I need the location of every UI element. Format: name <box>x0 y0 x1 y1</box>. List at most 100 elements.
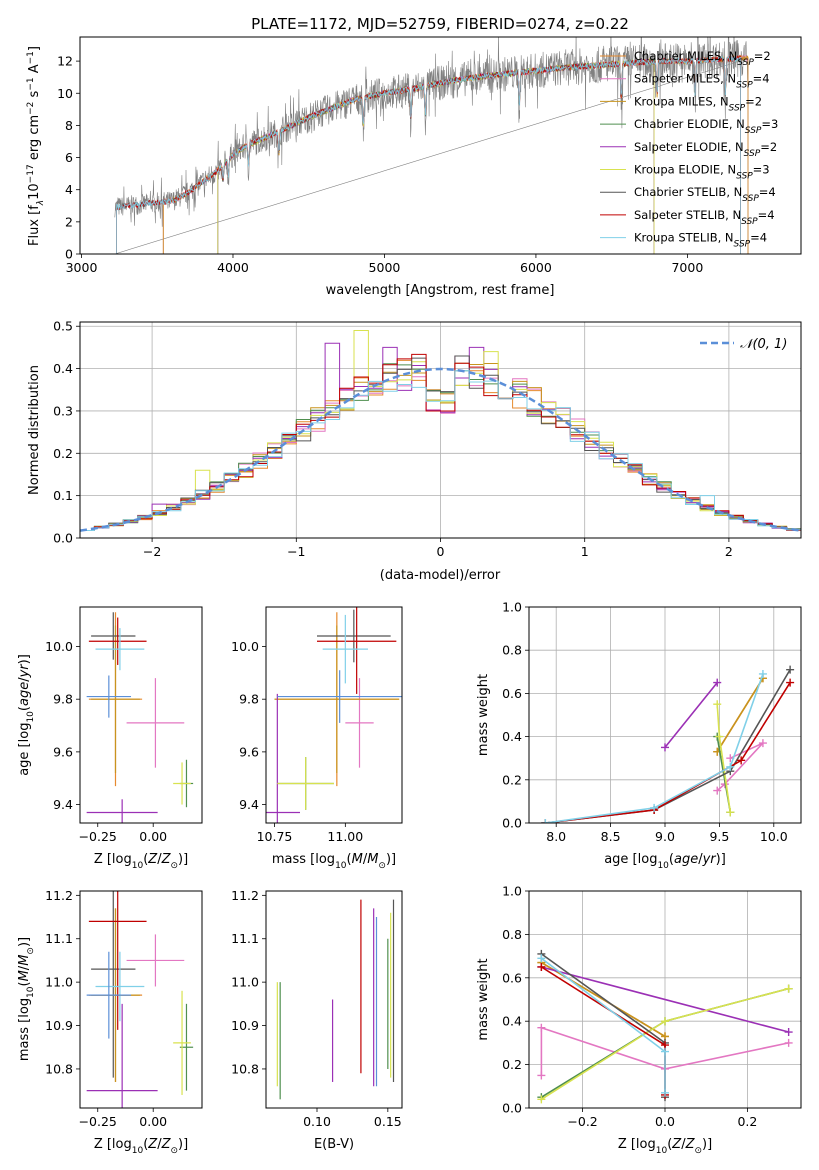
weight-line-SalpeterSTELIB <box>540 966 666 1095</box>
x-axis-label: Z [log10(Z/Z⊙)] <box>618 1137 712 1156</box>
legend-label-part: =2 <box>745 94 762 108</box>
weight-marker-KroupaELODIE <box>726 808 735 817</box>
x-axis-label-part: 10 <box>132 861 144 871</box>
x-tick-label: 0.0 <box>655 1114 675 1129</box>
y-axis-label-part: / <box>17 965 32 970</box>
legend-label-part: Salpeter ELODIE, N <box>634 140 744 154</box>
x-tick-label: −2 <box>143 544 161 559</box>
y-tick-label: 9.4 <box>239 797 259 812</box>
weight-line-SalpeterELODIE <box>664 682 718 748</box>
y-tick-label: 0.4 <box>502 1014 522 1029</box>
y-tick-label: 1.0 <box>502 600 522 615</box>
plot-area <box>86 891 194 1108</box>
y-tick-label: 10.0 <box>231 639 259 654</box>
y-tick-label: 11.1 <box>45 931 73 946</box>
y-tick-label: 4 <box>65 182 73 197</box>
plot-area <box>537 949 793 1104</box>
legend-label-part: Kroupa MILES, N <box>634 94 729 108</box>
legend-label: Chabrier ELODIE, NSSP=3 <box>634 117 778 136</box>
weight-marker-KroupaELODIE <box>537 1095 546 1104</box>
y-axis-label-part: ⊙ <box>26 947 36 955</box>
legend-label: Kroupa MILES, NSSP=2 <box>634 94 762 113</box>
figure-title: PLATE=1172, MJD=52759, FIBERID=0274, z=0… <box>251 15 629 33</box>
weight-marker-KroupaSTELIB <box>537 954 546 963</box>
weight-marker-SalpeterSTELIB <box>537 962 546 971</box>
axes-frame <box>79 36 802 255</box>
weight-line-SalpeterELODIE <box>541 966 789 1033</box>
x-axis-label-part: )] <box>178 852 188 867</box>
axes-frame <box>79 321 802 539</box>
x-axis-label: mass [log10(M/M⊙)] <box>272 852 396 871</box>
x-axis-label-part: M <box>367 852 378 867</box>
x-tick-label: 4000 <box>217 260 249 275</box>
y-axis-label: mass weight <box>476 674 491 756</box>
y-axis-label: mass [log10(M/M⊙)] <box>17 937 36 1061</box>
plot-area <box>114 37 749 254</box>
weight-marker-SalpeterMILES <box>537 1071 546 1080</box>
x-tick-label: 3000 <box>66 260 98 275</box>
chart-weight_vs_Z: −0.2 0.0 0.20.00.20.40.60.81.0Z [log10(Z/Z… <box>476 884 802 1156</box>
y-tick-label: 0.0 <box>53 531 73 546</box>
y-tick-label: 0.2 <box>502 1057 522 1072</box>
plot-area <box>86 612 194 823</box>
x-tick-label: 5000 <box>369 260 401 275</box>
y-axis-label-part: ] <box>27 46 42 51</box>
weight-marker-SalpeterELODIE <box>713 678 722 687</box>
y-axis-label-part: age <box>17 682 32 706</box>
y-tick-label: 0.6 <box>502 970 522 985</box>
x-axis-label: age [log10(age/yr)] <box>604 852 726 871</box>
y-tick-label: 0.3 <box>53 403 73 418</box>
legend-label: Kroupa ELODIE, NSSP=3 <box>634 163 770 182</box>
legend-label-part: Chabrier ELODIE, N <box>634 117 745 131</box>
weight-marker-ChabrierSTELIB <box>786 665 795 674</box>
x-axis-label-part: ( <box>347 852 352 867</box>
y-axis-label-part: −2 <box>26 102 36 115</box>
weight-marker-KroupaELODIE <box>661 1017 669 1026</box>
legend-label-part: =2 <box>754 49 771 63</box>
plot-area <box>541 665 795 823</box>
weight-marker-KroupaSTELIB <box>758 669 767 678</box>
y-tick-label: 9.6 <box>53 744 73 759</box>
chart-spectrum: 3000 4000 5000 6000 7000 0 2 4 6 8 10 12 Chabrier MI… <box>26 36 802 298</box>
legend-label-part: SSP <box>741 217 758 227</box>
weight-line-KroupaMILES <box>540 961 666 1038</box>
x-axis-label-part: yr <box>702 852 718 867</box>
chart-weight_vs_age: 8.0 8.5 9.0 9.5 10.0 0.0 0.2 0.4 0.6 0.8 1.0 age [l… <box>476 600 802 871</box>
chart-mass_vs_EBV: 0.10 0.15 10.8 10.9 11.0 11.1 11.2 E(B-V) <box>231 888 403 1152</box>
legend-label-part: =3 <box>761 117 778 131</box>
y-tick-label: 2 <box>65 214 73 229</box>
legend-label: Kroupa STELIB, NSSP=4 <box>634 231 767 250</box>
y-tick-label: 8 <box>65 118 73 133</box>
legend-label: 𝒩(0, 1) <box>740 337 787 352</box>
legend-label-part: =4 <box>753 72 770 86</box>
weight-marker-KroupaELODIE <box>715 732 724 741</box>
y-tick-label: 10.8 <box>45 1061 73 1076</box>
weight-marker-KroupaSTELIB <box>541 819 550 823</box>
x-axis-label-part: Z <box>685 1137 696 1152</box>
x-axis-label-part: Z [log <box>94 852 132 867</box>
y-tick-label: 0 <box>65 247 73 262</box>
x-tick-label: 9.5 <box>709 829 729 844</box>
y-axis-label-part: 10 <box>26 711 36 723</box>
y-tick-label: 11.2 <box>231 888 259 903</box>
y-tick-label: 0.4 <box>502 729 522 744</box>
weight-marker-KroupaSTELIB <box>661 1047 669 1056</box>
x-axis-label-part: Z <box>147 852 158 867</box>
y-tick-label: 0.2 <box>502 772 522 787</box>
y-tick-label: 10 <box>57 86 73 101</box>
weight-marker-KroupaSTELIB <box>726 762 735 771</box>
x-tick-label: 11.00 <box>327 829 363 844</box>
weight-line-SalpeterMILES <box>540 1026 789 1076</box>
y-tick-label: 11.1 <box>231 931 259 946</box>
spectrum-data-line <box>114 37 749 254</box>
legend-label-part: SSP <box>737 58 754 68</box>
x-axis-label-part: ⊙ <box>170 1146 178 1156</box>
x-axis-label: (data-model)/error <box>380 568 501 583</box>
x-tick-label: 0.00 <box>139 1114 167 1129</box>
x-axis-label-part: ( <box>143 1137 148 1152</box>
y-tick-label: 0.2 <box>53 446 73 461</box>
y-axis-label: mass weight <box>476 958 491 1040</box>
